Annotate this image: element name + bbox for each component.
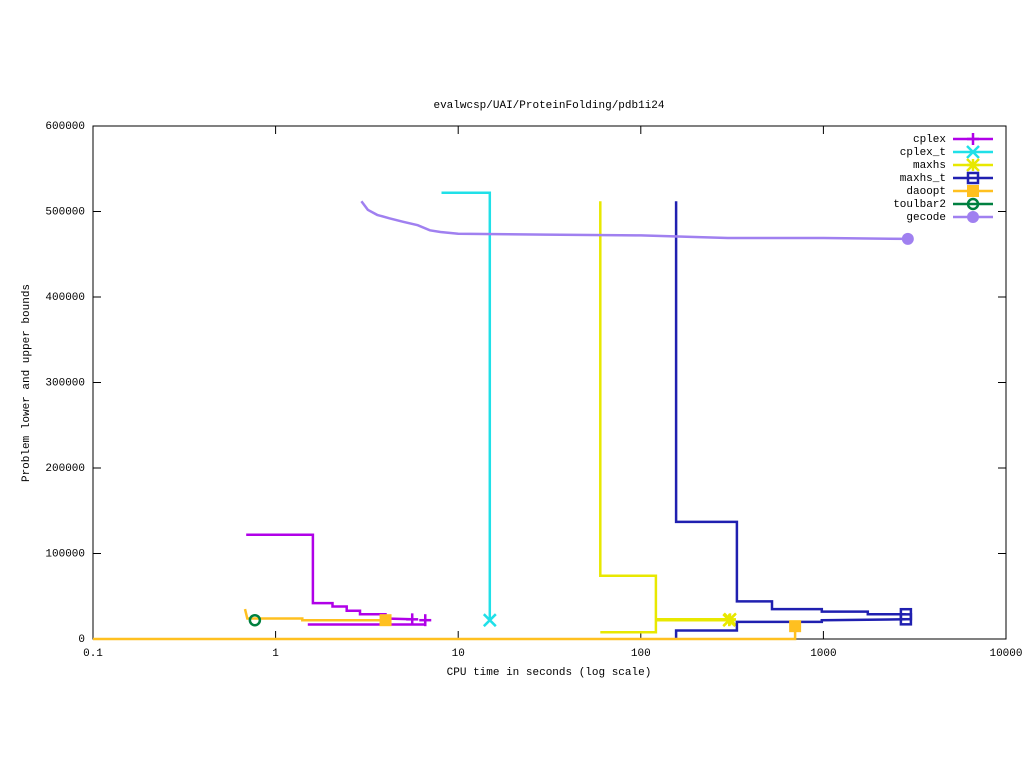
series-line (599, 201, 730, 634)
legend-marker (967, 185, 979, 197)
x-tick-label: 1 (272, 648, 279, 660)
marker (899, 613, 913, 626)
marker (482, 613, 497, 628)
x-tick-label: 100 (631, 648, 651, 660)
marker-shape (966, 171, 980, 185)
x-tick-label: 1000 (810, 648, 836, 660)
y-tick-label: 0 (78, 634, 85, 646)
series-line (360, 200, 908, 241)
legend-label: cplex (913, 134, 946, 146)
marker-shape (967, 185, 979, 197)
marker-stroke (966, 145, 980, 159)
marker (789, 620, 802, 633)
marker-shape (379, 614, 392, 627)
marker-shape (248, 613, 262, 627)
x-tick-label: 10000 (989, 648, 1022, 660)
legend-marker (966, 197, 980, 211)
y-tick-label: 300000 (45, 377, 85, 389)
legend-marker (967, 133, 979, 145)
legend-label: gecode (906, 212, 946, 224)
legend-marker (966, 145, 980, 159)
marker (379, 614, 392, 627)
chart-title: evalwcsp/UAI/ProteinFolding/pdb1i24 (433, 100, 664, 112)
y-tick-label: 100000 (45, 548, 85, 560)
marker-shape (901, 232, 914, 245)
marker (901, 232, 914, 245)
x-tick-label: 0.1 (83, 648, 103, 660)
marker-shape (967, 211, 979, 223)
legend-marker (967, 211, 979, 223)
marker-stroke (722, 613, 737, 628)
marker (722, 613, 737, 628)
legend-label: maxhs (913, 160, 946, 172)
x-tick-label: 10 (452, 648, 465, 660)
y-tick-label: 600000 (45, 121, 85, 133)
marker (406, 613, 419, 626)
marker-stroke (482, 613, 497, 628)
y-tick-label: 500000 (45, 206, 85, 218)
marker-stroke (966, 158, 980, 172)
marker (419, 614, 432, 627)
series-line (441, 191, 492, 621)
legend-label: toulbar2 (893, 199, 946, 211)
legend-label: cplex_t (900, 147, 946, 159)
legend-label: maxhs_t (900, 173, 946, 185)
series-line (674, 201, 906, 639)
marker-shape (899, 613, 913, 626)
legend-label: daoopt (906, 186, 946, 198)
legend-marker (966, 171, 980, 185)
legend-marker (966, 158, 980, 172)
y-axis-label: Problem lower and upper bounds (21, 284, 33, 482)
marker-shape (966, 197, 980, 211)
marker-shape (789, 620, 802, 633)
y-tick-label: 200000 (45, 463, 85, 475)
marker (248, 613, 262, 627)
x-axis-label: CPU time in seconds (log scale) (447, 667, 652, 679)
y-tick-label: 400000 (45, 292, 85, 304)
